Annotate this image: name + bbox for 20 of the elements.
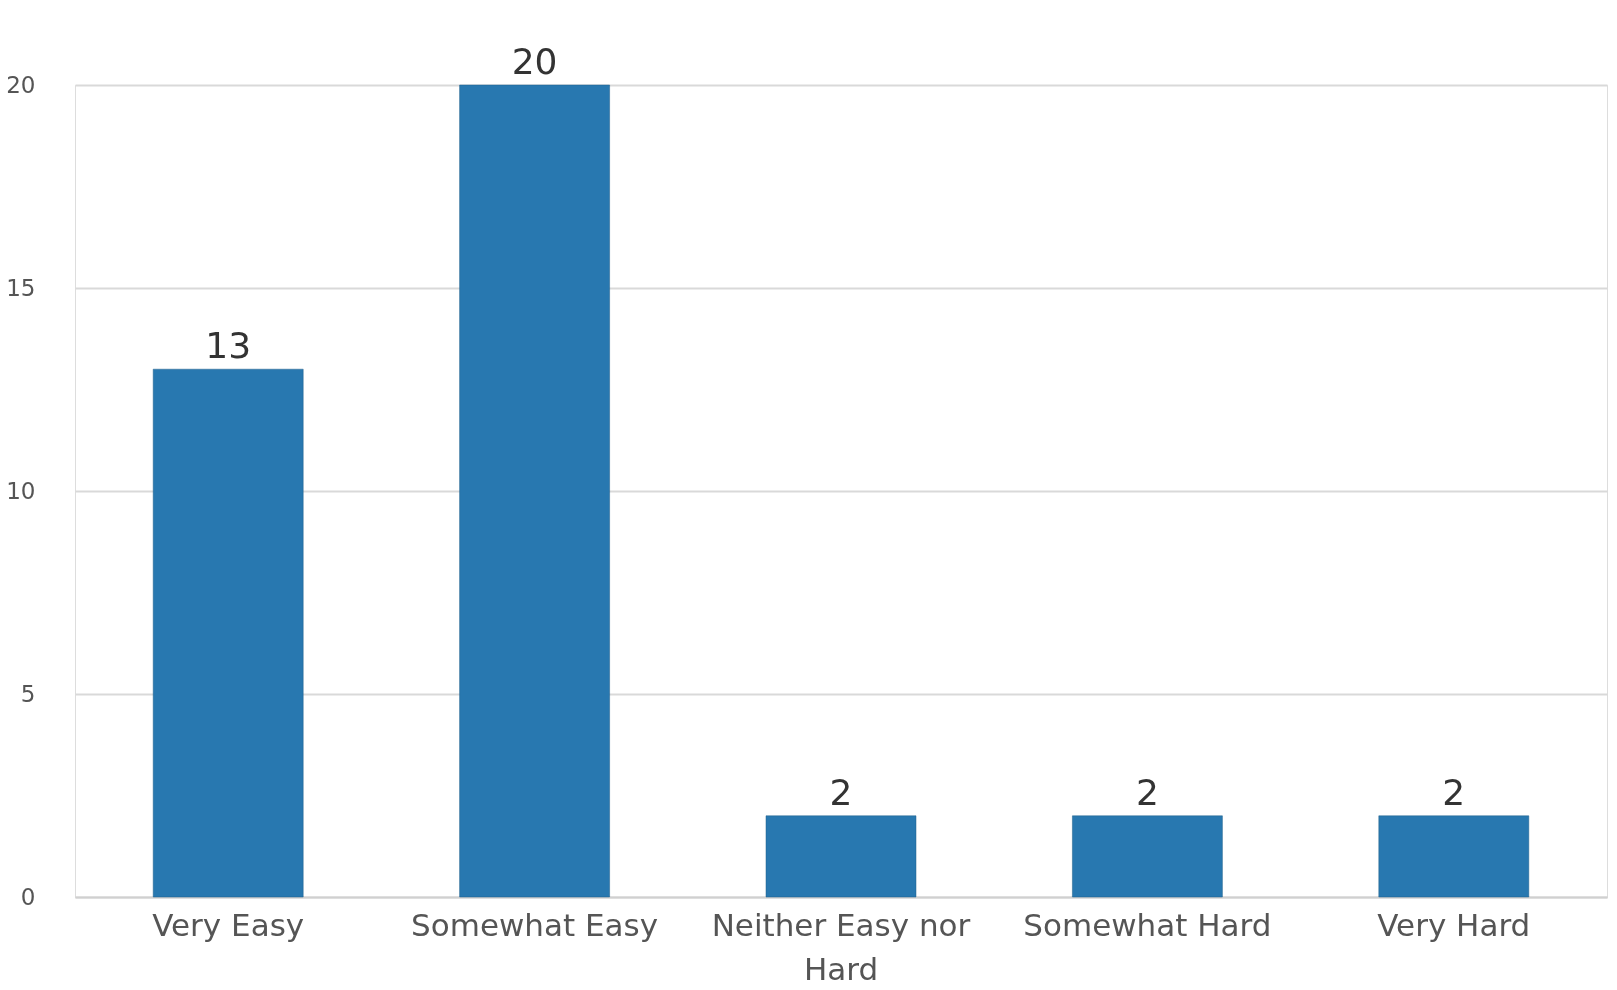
x-tick-label: Very Hard <box>1377 906 1531 943</box>
bar <box>459 84 610 898</box>
x-tick-label: Very Easy <box>152 906 305 943</box>
x-tick-label: Neither Easy nor Hard <box>711 906 971 987</box>
data-label: 2 <box>829 771 853 813</box>
y-tick-label: 10 <box>6 477 36 504</box>
bar <box>1378 815 1530 898</box>
data-label: 2 <box>1442 771 1466 813</box>
x-tick-label: Somewhat Hard <box>1023 906 1272 943</box>
y-tick-label: 5 <box>20 680 36 707</box>
bar <box>1072 815 1223 898</box>
data-label: 2 <box>1135 771 1159 813</box>
data-label: 20 <box>511 41 558 82</box>
x-tick-label: Somewhat Easy <box>411 906 659 943</box>
y-tick-label: 0 <box>20 883 36 910</box>
data-label: 13 <box>205 325 252 367</box>
y-tick-label: 15 <box>6 274 36 301</box>
y-tick-label: 20 <box>6 71 36 98</box>
bar <box>765 815 917 898</box>
bar <box>152 368 304 898</box>
